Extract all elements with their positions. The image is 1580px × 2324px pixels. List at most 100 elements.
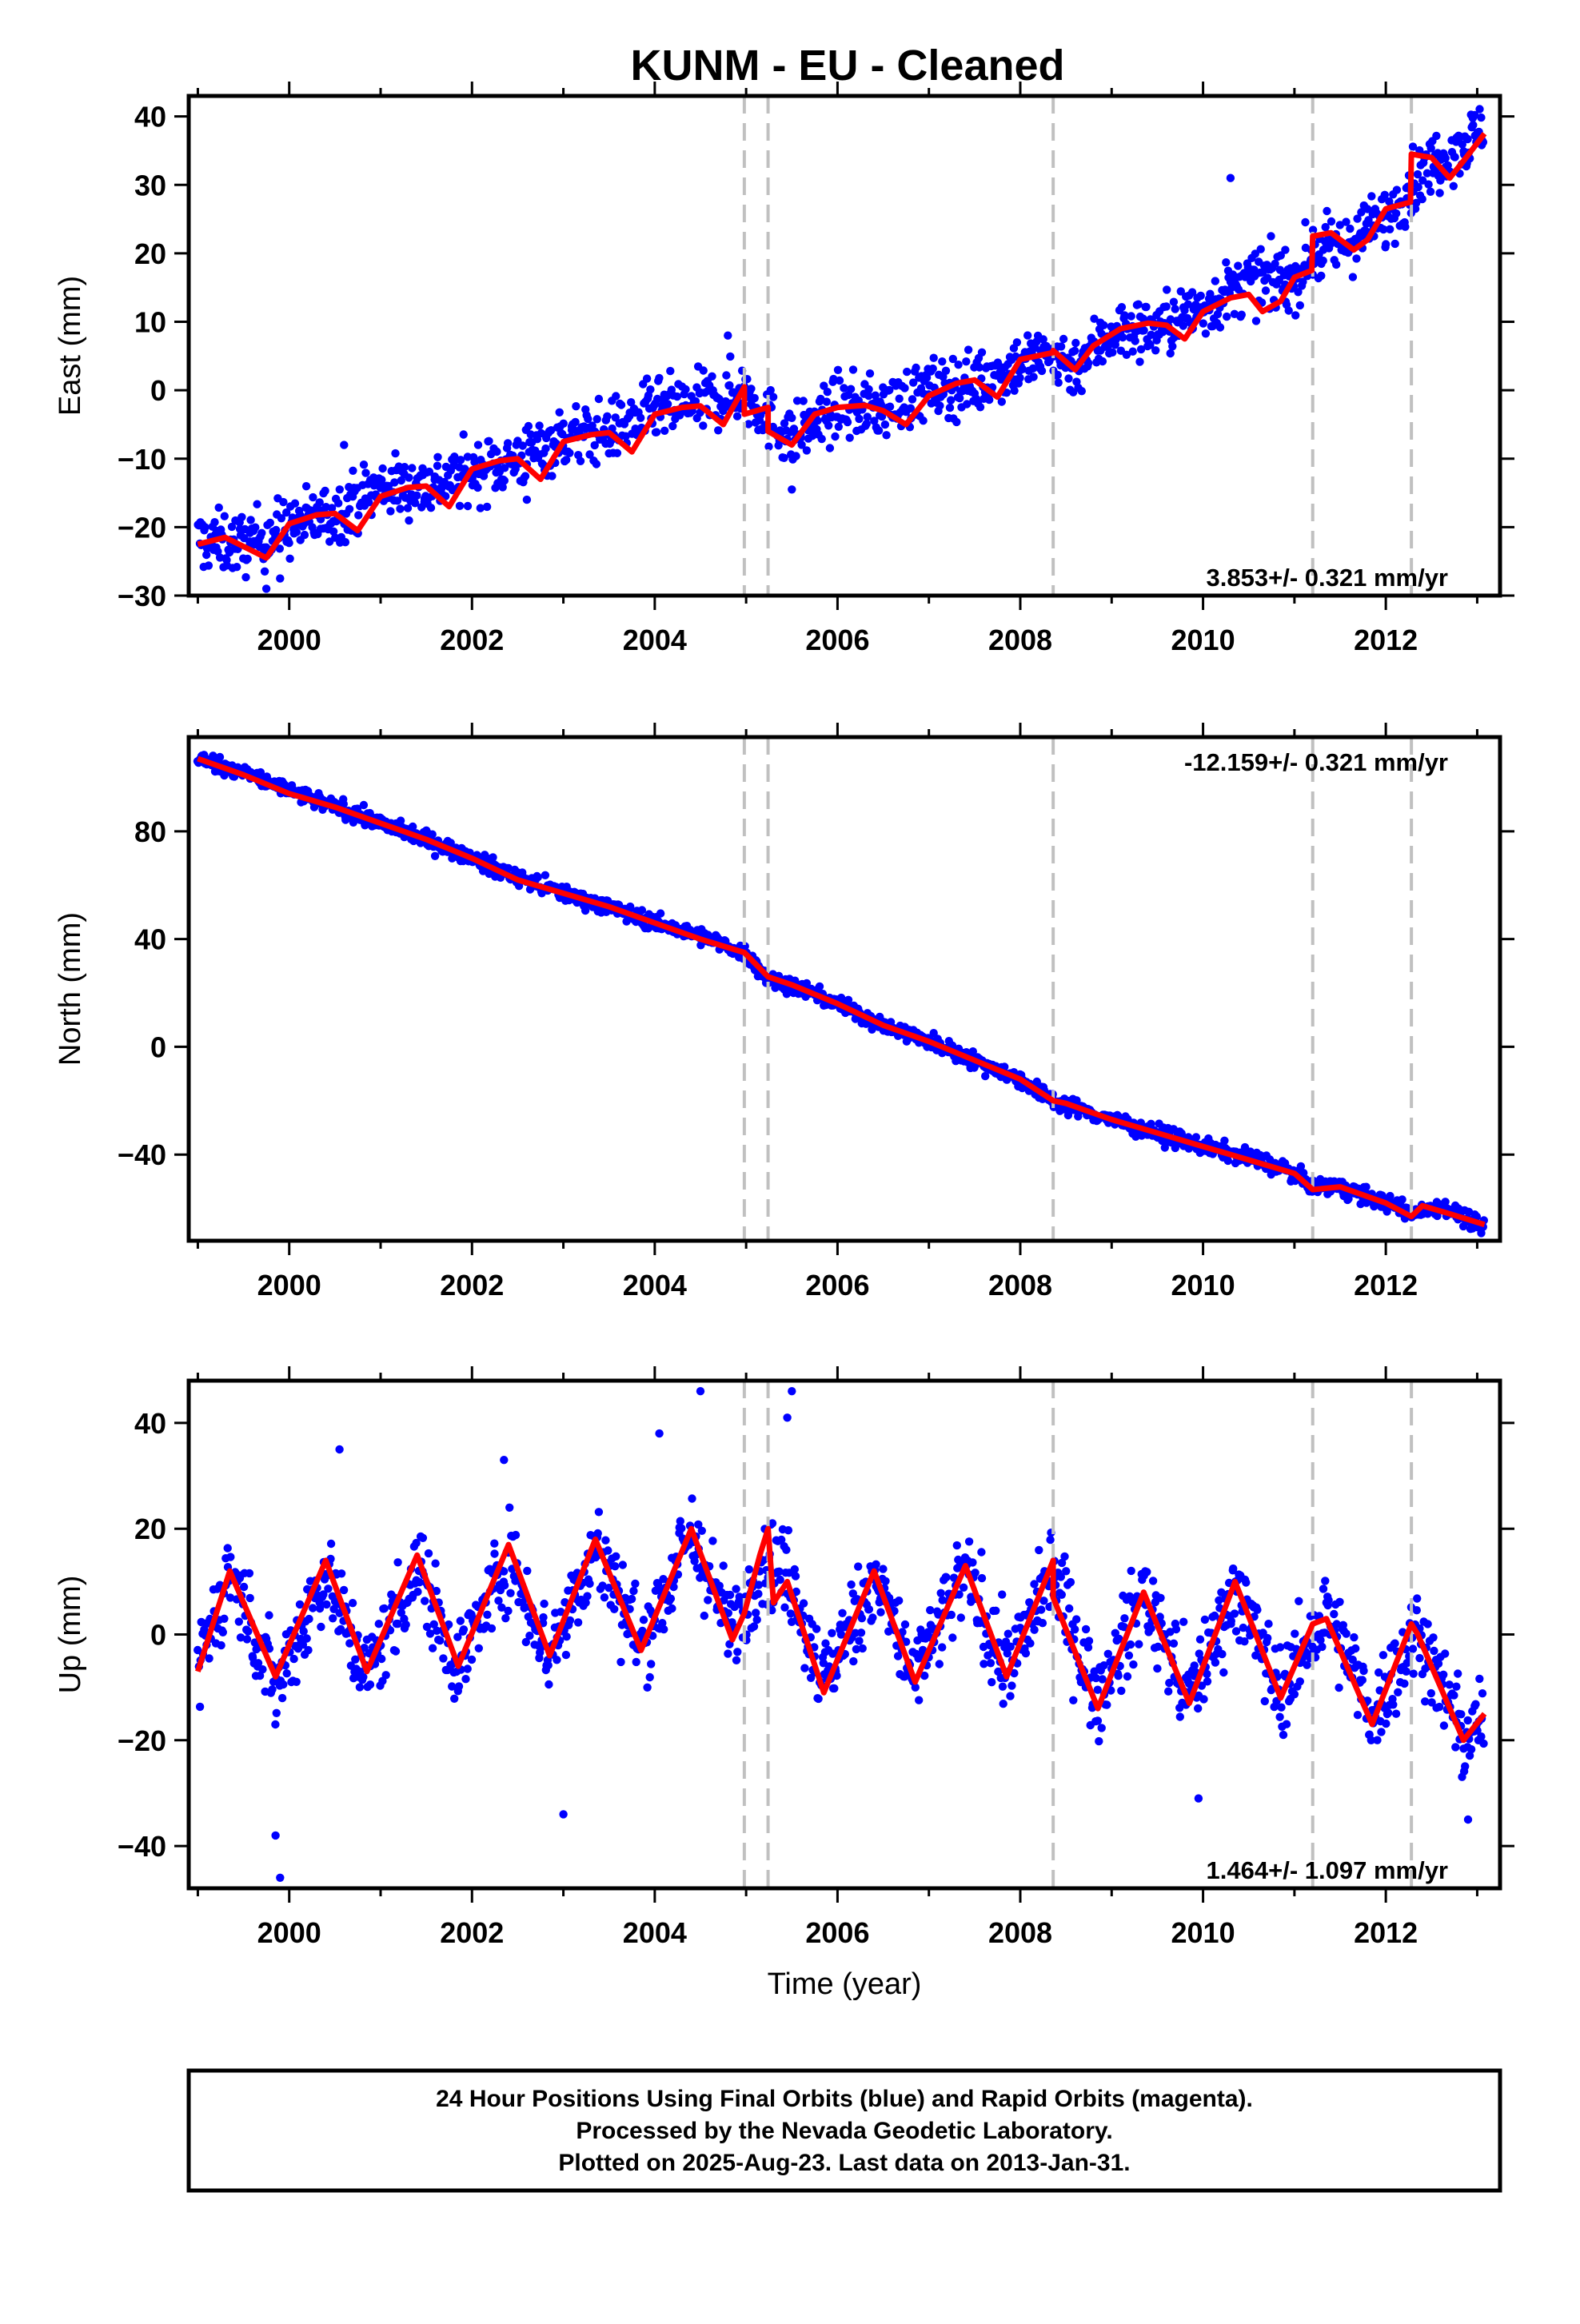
data-point [1475, 1674, 1484, 1684]
data-point [1382, 240, 1390, 249]
data-point [766, 385, 775, 395]
data-point [864, 391, 873, 401]
data-point [977, 1548, 986, 1557]
data-point [275, 544, 284, 553]
data-point [1143, 1568, 1151, 1577]
x-tick-label: 2008 [988, 1916, 1052, 1949]
data-point [660, 426, 669, 435]
data-point [271, 1720, 280, 1729]
data-point [277, 514, 286, 523]
data-point [646, 385, 655, 394]
data-point [430, 851, 440, 861]
data-point [210, 518, 219, 527]
data-point [895, 394, 904, 403]
data-point [868, 1613, 877, 1622]
data-point [1127, 1566, 1135, 1576]
data-point [258, 1665, 267, 1674]
x-tick-label: 2006 [805, 1269, 869, 1302]
data-point [1423, 1620, 1432, 1628]
data-point [792, 452, 800, 460]
data-point [304, 1645, 313, 1655]
x-tick-label: 2012 [1354, 624, 1418, 656]
y-tick-label: 20 [134, 237, 166, 270]
data-point [1242, 1578, 1251, 1587]
data-point [1103, 1700, 1111, 1709]
data-point [1168, 342, 1177, 351]
data-point-outlier [783, 1413, 792, 1422]
data-point [1353, 1711, 1363, 1720]
data-point [1418, 176, 1427, 185]
data-point [1295, 301, 1305, 310]
data-point [976, 403, 985, 412]
data-point-outlier [696, 1387, 705, 1396]
data-point [1147, 330, 1155, 339]
model-line-east [197, 131, 1487, 561]
data-point [245, 1593, 254, 1603]
data-point [858, 1644, 867, 1653]
data-point [272, 1708, 281, 1717]
data-point [1454, 1669, 1462, 1678]
data-point [1353, 214, 1362, 223]
data-point [1295, 1597, 1303, 1606]
y-tick-label: 40 [134, 923, 166, 956]
data-point [1426, 187, 1435, 196]
data-point [436, 1636, 445, 1645]
data-point [335, 485, 344, 494]
data-point [823, 388, 832, 397]
data-point-outlier [1226, 173, 1235, 182]
data-point-outlier [788, 1387, 796, 1396]
data-point [1210, 1611, 1219, 1620]
data-point [1323, 206, 1331, 216]
data-point [942, 1573, 951, 1582]
data-point [1199, 1695, 1208, 1704]
data-point [377, 1654, 386, 1664]
data-point [998, 1682, 1007, 1691]
data-point [1319, 1585, 1328, 1593]
data-point [463, 1664, 472, 1673]
data-point [1412, 1606, 1422, 1615]
data-point [1435, 1702, 1444, 1712]
data-point [1367, 192, 1376, 201]
data-point [1030, 1625, 1039, 1634]
data-point [1434, 1659, 1443, 1668]
data-point [865, 369, 875, 378]
data-point [732, 1656, 741, 1664]
data-point [629, 1586, 638, 1596]
model-line-up [195, 1525, 1487, 1744]
data-point [1015, 373, 1024, 382]
data-point [265, 518, 274, 528]
data-point [903, 367, 912, 377]
data-point [724, 1649, 732, 1658]
y-tick-label: 0 [150, 1619, 166, 1652]
data-point [947, 396, 956, 405]
data-point [1018, 365, 1027, 373]
data-point [1291, 1629, 1299, 1638]
data-point [775, 1567, 784, 1577]
data-point [1056, 342, 1066, 351]
data-point [1231, 1627, 1241, 1636]
data-point [1344, 1194, 1353, 1203]
data-point [409, 822, 417, 831]
data-point [797, 440, 806, 449]
data-point [245, 1569, 254, 1578]
data-point [1129, 1660, 1138, 1669]
data-point [1439, 1670, 1448, 1679]
data-point [1218, 1649, 1227, 1659]
data-point [612, 448, 622, 457]
data-point [962, 357, 971, 366]
data-point [1219, 1668, 1228, 1677]
data-point [1114, 1672, 1123, 1680]
data-point [1081, 1624, 1091, 1634]
data-point [1332, 260, 1341, 269]
data-point [1195, 1635, 1205, 1644]
data-point [1200, 1615, 1210, 1624]
data-point [272, 525, 281, 535]
data-point [747, 385, 756, 393]
data-point [885, 385, 894, 395]
data-point [616, 1657, 625, 1667]
data-point [1046, 1535, 1055, 1545]
data-point [877, 412, 887, 421]
data-point [237, 512, 246, 521]
data-point [668, 1604, 676, 1613]
data-point [386, 507, 395, 516]
